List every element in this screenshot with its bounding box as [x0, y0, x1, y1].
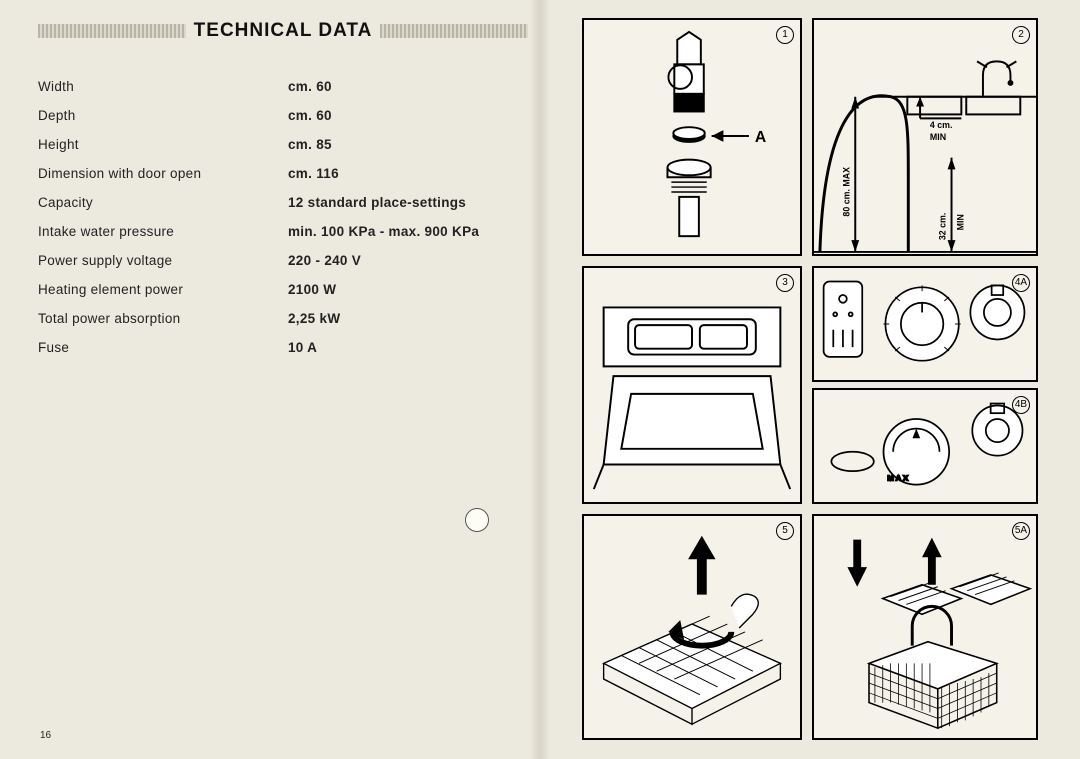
table-row: Total power absorption2,25 kW — [38, 304, 528, 333]
svg-text:M A X: M A X — [887, 474, 909, 483]
table-row: Fuse10 A — [38, 333, 528, 362]
spec-value: 2100 W — [288, 275, 528, 304]
figure-2-diagram: 80 cm. MAX 4 cm. MIN 32 cm. MIN — [814, 20, 1036, 254]
title-bar: TECHNICAL DATA — [38, 20, 528, 42]
spec-label: Power supply voltage — [38, 246, 288, 275]
figure-4b-diagram: M A X — [814, 390, 1036, 502]
figure-4b: 4B M A X — [812, 388, 1038, 504]
spec-value: min. 100 KPa - max. 900 KPa — [288, 217, 528, 246]
spec-value: cm. 60 — [288, 72, 528, 101]
spec-label: Depth — [38, 101, 288, 130]
table-row: Heating element power2100 W — [38, 275, 528, 304]
title-stripe-left — [38, 24, 186, 38]
title-stripe-right — [380, 24, 528, 38]
figure-4a: 4A — [812, 266, 1038, 382]
spec-label: Width — [38, 72, 288, 101]
figure-2: 2 — [812, 18, 1038, 256]
table-row: Capacity12 standard place-settings — [38, 188, 528, 217]
page-number: 16 — [40, 730, 51, 741]
table-row: Widthcm. 60 — [38, 72, 528, 101]
table-row: Dimension with door opencm. 116 — [38, 159, 528, 188]
figure-2-max-label: 80 cm. MAX — [841, 167, 851, 217]
spec-label: Height — [38, 130, 288, 159]
spec-value: cm. 60 — [288, 101, 528, 130]
spec-value: cm. 85 — [288, 130, 528, 159]
figure-5: 5 — [582, 514, 802, 740]
spec-value: cm. 116 — [288, 159, 528, 188]
spec-label: Fuse — [38, 333, 288, 362]
spec-label: Capacity — [38, 188, 288, 217]
spec-value: 12 standard place-settings — [288, 188, 528, 217]
spec-label: Dimension with door open — [38, 159, 288, 188]
figure-5a-diagram — [814, 516, 1036, 738]
punch-hole-icon — [465, 508, 489, 532]
spec-value: 10 A — [288, 333, 528, 362]
spec-label: Total power absorption — [38, 304, 288, 333]
spec-label: Intake water pressure — [38, 217, 288, 246]
page-title: TECHNICAL DATA — [186, 20, 381, 42]
spec-value: 220 - 240 V — [288, 246, 528, 275]
table-row: Heightcm. 85 — [38, 130, 528, 159]
figure-5a: 5A — [812, 514, 1038, 740]
figure-2-minv-label: 32 cm. — [938, 213, 948, 241]
spec-value: 2,25 kW — [288, 304, 528, 333]
spec-label: Heating element power — [38, 275, 288, 304]
specs-table: Widthcm. 60Depthcm. 60Heightcm. 85Dimens… — [38, 72, 528, 362]
figure-2-minh-label: 4 cm. — [930, 120, 953, 130]
figure-1-label-a: A — [755, 129, 766, 146]
figure-4a-diagram — [814, 268, 1036, 380]
figure-3-diagram — [584, 268, 800, 502]
table-row: Intake water pressuremin. 100 KPa - max.… — [38, 217, 528, 246]
figure-1: 1 A — [582, 18, 802, 256]
figure-5-diagram — [584, 516, 800, 738]
figure-2-minv-sub: MIN — [955, 214, 965, 230]
table-row: Power supply voltage220 - 240 V — [38, 246, 528, 275]
figure-1-diagram: A — [584, 20, 800, 254]
figure-2-minh-sub: MIN — [930, 132, 946, 142]
table-row: Depthcm. 60 — [38, 101, 528, 130]
figure-3: 3 — [582, 266, 802, 504]
